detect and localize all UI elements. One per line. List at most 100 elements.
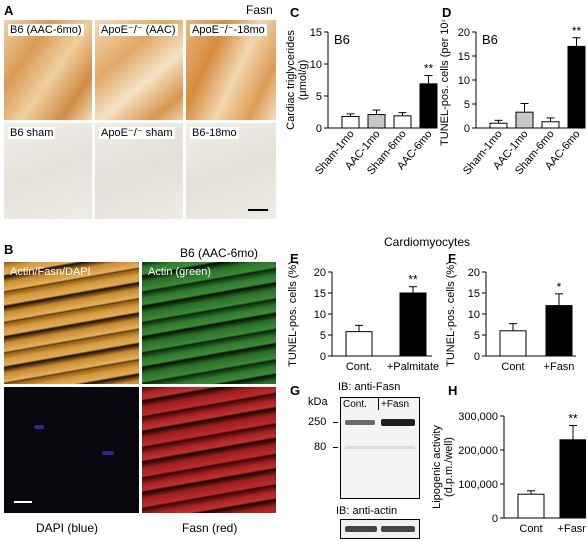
y-axis-label-line: Lipogenic activity [431,425,443,509]
histology-image-apoe-sham: ApoE⁻/⁻ sham [95,123,183,219]
nucleus [102,451,114,455]
y-tick-label: 10 [314,309,326,321]
y-axis-label-line: (μmol/g) [297,60,309,101]
y-axis-label: Cardiac triglycerides(μmol/g) [285,30,309,130]
blot-kda-label: kDa [308,396,328,408]
bar [545,305,573,357]
blot-lane-label: Cont. [343,399,367,410]
fluorescence-caption: Actin/Fasn/DAPI [10,266,91,278]
lane-divider [378,398,379,410]
significance-mark: ** [572,24,582,38]
bar [367,114,386,129]
y-tick-label: 300,000 [458,411,498,423]
marker-tick [333,422,338,423]
panel-letter-f: F [448,251,456,266]
bar [515,111,534,129]
chart-inner-label: B6 [482,32,498,47]
panel-b-header: B6 (AAC-6mo) [180,246,259,260]
bar [419,83,438,129]
y-tick-label: 10 [310,59,322,71]
y-tick-label: 10 [458,75,470,87]
y-axis-label-line: TUNEL-pos. cells (%) [445,262,457,367]
y-tick-label: 0 [492,513,498,525]
histology-image-b6-sham: B6 sham [4,123,92,219]
histology-caption: B6 (AAC-6mo) [8,24,84,36]
fluorescence-actin-image: Actin (green) [142,262,276,384]
panel-letter-a: A [4,3,14,18]
bar [393,115,412,129]
histology-caption: B6 sham [8,127,56,139]
bar [489,122,508,129]
y-tick-label: 0 [464,123,470,135]
y-axis-label: TUNEL-pos. cells (%) [287,262,299,367]
y-tick-label: 5 [320,330,326,342]
y-tick-label: 100,000 [458,479,498,491]
bar [567,45,586,129]
category-label: Cont. [346,361,372,373]
panel-letter-e: E [290,251,299,266]
significance-mark: ** [568,412,578,426]
histology-caption: ApoE⁻/⁻ (AAC) [99,24,178,36]
y-tick-label: 20 [458,27,470,39]
y-axis-label: TUNEL-pos. cells (%) [445,262,457,367]
bar [541,121,560,129]
nucleus [34,425,44,429]
histology-image-apoe-18mo: ApoE⁻/⁻-18mo [186,20,276,120]
histology-image-b6-aac-6mo: B6 (AAC-6mo) [4,20,92,120]
histology-image-apoe-aac: ApoE⁻/⁻ (AAC) [95,20,183,120]
panel-a-stain-label: Fasn [246,3,273,17]
blot-title-fasn: IB: anti-Fasn [338,381,401,393]
bar [399,292,427,357]
fluorescence-fasn-image [142,387,276,513]
category-label: +Fasn [544,361,575,373]
y-axis-label-line: TUNEL-pos. cells (per 10⁴) [439,20,451,146]
bar [517,493,545,519]
blot-band [381,526,415,532]
blot-fasn: Cont. +Fasn [340,397,420,499]
y-tick-label: 5 [474,330,480,342]
y-tick-label: 15 [468,288,480,300]
blot-actin [340,519,420,539]
chart-inner-label: B6 [334,32,350,47]
histology-caption: B6-18mo [190,127,239,139]
fluorescence-bottom-caption: Fasn (red) [182,521,238,535]
panel-letter-g: G [290,383,301,398]
panel-letter-h: H [448,383,458,398]
fluorescence-caption: Actin (green) [148,266,211,278]
y-tick-label: 0 [316,123,322,135]
scale-bar [248,209,268,211]
significance-mark: * [557,280,562,294]
section-title: Cardiomyocytes [384,235,471,249]
blot-background-band [345,446,415,449]
panel-letter-c: C [290,5,300,20]
y-axis-label: TUNEL-pos. cells (per 10⁴) [439,20,451,146]
blot-marker-250: 250 [308,416,327,428]
histology-caption: ApoE⁻/⁻ sham [99,127,175,139]
chart-e: 0 5 10 15 20 TUNEL-pos. cells (%) Cont. ** +Palm… [287,262,439,373]
chart-f: 0 5 10 15 20 TUNEL-pos. cells (%) Cont * +Fasn [445,262,576,373]
significance-mark: ** [408,273,418,287]
y-tick-label: 15 [314,288,326,300]
bar [345,331,373,357]
category-label: +Fasn [558,523,586,535]
y-tick-label: 10 [468,309,480,321]
blot-band [345,420,375,425]
bar [499,330,527,357]
fluorescence-bottom-caption: DAPI (blue) [36,521,99,535]
bar [341,115,360,129]
y-axis-label: Lipogenic activity(d.p.m./well) [431,425,455,509]
y-tick-label: 15 [458,51,470,63]
y-tick-label: 5 [316,91,322,103]
blot-marker-80: 80 [314,441,327,453]
blot-band [345,526,377,532]
blot-band [381,419,415,426]
y-tick-label: 20 [468,267,480,279]
bar [559,439,586,519]
y-tick-label: 0 [474,351,480,363]
blot-title-actin: IB: anti-actin [336,505,398,517]
category-label: Cont [519,523,542,535]
y-tick-label: 0 [320,351,326,363]
